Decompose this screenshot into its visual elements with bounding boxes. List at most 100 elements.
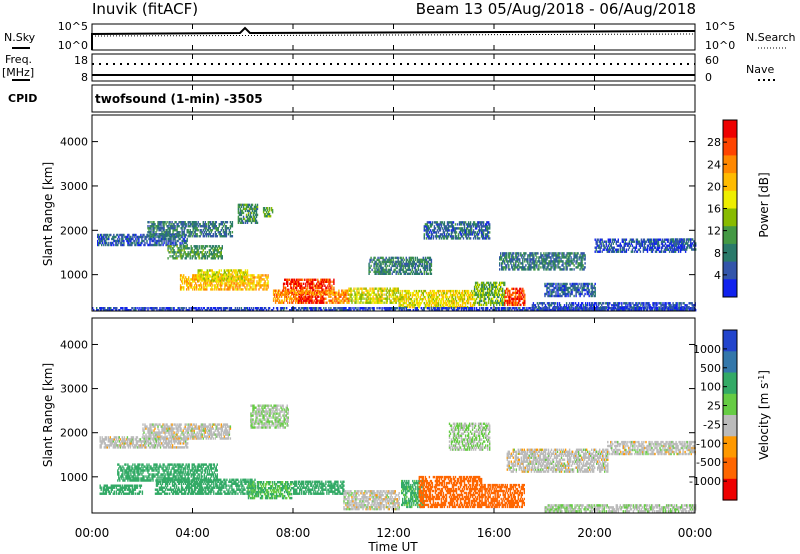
data-cell [171,235,173,238]
data-cell [150,233,152,236]
data-cell [163,237,165,241]
data-cell [181,276,184,279]
data-cell [239,269,242,272]
data-cell [176,233,178,236]
data-cell [580,282,582,286]
data-cell [373,297,375,300]
data-cell [160,239,162,243]
data-cell [251,288,253,291]
data-cell [195,247,197,250]
data-cell [161,239,163,243]
data-cell [307,284,309,287]
data-cell [284,278,286,281]
data-cell [189,280,191,283]
data-cell [184,245,186,248]
data-cell [182,221,184,224]
data-cell [549,252,551,255]
data-cell [158,225,160,228]
data-cell [264,282,266,285]
data-cell [172,229,174,232]
data-cell [205,284,207,287]
data-cell [375,287,377,290]
data-cell [169,251,171,254]
data-cell [163,231,165,234]
data-cell [189,221,191,224]
data-cell [161,237,163,241]
data-cell [181,241,183,245]
data-cell [225,284,227,287]
data-cell [250,280,252,283]
data-cell [254,221,257,224]
data-cell [248,203,251,207]
data-cell [209,229,211,232]
data-cell [146,233,148,237]
data-cell [322,284,324,287]
data-cell [218,231,220,234]
data-cell [210,229,212,232]
data-cell [301,286,303,289]
data-cell [145,235,147,239]
data-cell [211,286,213,289]
data-cell [142,233,144,237]
data-cell [169,233,171,236]
data-cell [114,239,116,243]
data-cell [232,277,235,280]
data-cell [185,280,187,283]
data-cell [540,266,542,269]
data-cell [293,280,295,283]
data-cell [250,286,252,289]
data-cell [152,221,154,224]
data-cell [312,288,314,291]
data-cell [137,241,139,245]
data-cell [252,211,255,215]
data-cell [219,251,221,254]
data-cell [215,245,217,248]
data-cell [238,269,241,272]
data-cell [131,241,133,245]
data-cell [103,235,105,239]
data-cell [202,249,204,252]
data-cell [609,238,611,241]
data-cell [566,282,568,286]
data-cell [324,284,326,287]
data-cell [192,288,194,291]
data-cell [244,282,246,285]
data-cell [168,223,170,226]
data-cell [208,284,210,287]
data-cell [135,237,137,241]
data-cell [251,217,254,221]
data-cell [296,288,298,291]
data-cell [232,275,235,278]
data-cell [304,286,306,289]
data-cell [235,271,238,274]
data-cell [288,278,290,281]
data-cell [165,231,167,234]
data-cell [255,221,258,224]
data-cell [134,235,136,239]
data-cell [284,286,286,289]
data-cell [234,279,237,282]
data-cell [292,278,294,281]
data-cell [202,235,204,238]
data-cell [202,245,204,248]
data-cell [214,253,216,256]
data-cell [179,274,182,277]
data-cell [299,278,301,281]
data-cell [215,227,217,230]
data-cell [249,284,251,287]
data-cell [204,286,206,289]
data-cell [219,273,221,276]
data-cell [242,279,245,282]
data-cell [156,229,158,232]
data-cell [181,235,183,239]
data-cell [199,235,201,238]
data-cell [220,249,222,252]
data-cell [171,241,173,245]
data-cell [351,289,353,292]
data-cell [179,237,181,241]
data-cell [183,239,185,243]
data-cell [240,203,243,207]
data-cell [242,211,245,215]
data-cell [307,286,309,289]
data-cell [148,227,150,230]
